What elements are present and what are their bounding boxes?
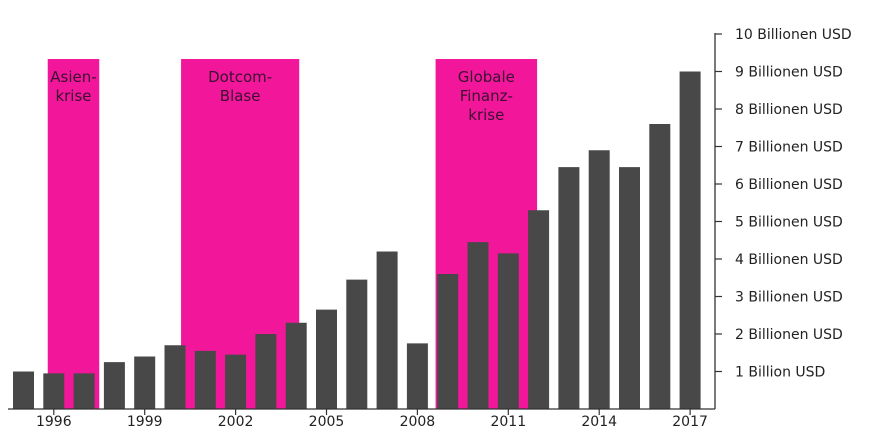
y-tick-label: 1 Billion USD (735, 365, 825, 381)
bar (194, 350, 216, 409)
crisis-label: krise (55, 87, 91, 105)
crisis-band (181, 59, 300, 409)
x-tick-label: 2017 (672, 414, 708, 430)
bar (13, 371, 34, 409)
bar (619, 167, 640, 409)
bar (558, 167, 580, 409)
x-tick-label: 2008 (400, 414, 436, 430)
bar (346, 279, 368, 409)
crisis-label: Blase (220, 87, 261, 105)
bars (13, 71, 701, 409)
x-tick-label: 2002 (218, 414, 254, 430)
bar (497, 253, 519, 409)
y-tick-label: 5 Billionen USD (735, 215, 843, 231)
bar (285, 322, 307, 409)
bar (103, 362, 125, 409)
x-tick-label: 2014 (581, 414, 617, 430)
x-tick-label: 2005 (309, 414, 345, 430)
crisis-label: Globale (458, 68, 515, 86)
bar (134, 356, 156, 409)
bar (679, 71, 701, 409)
crisis-label: Dotcom- (208, 68, 272, 86)
bar (255, 334, 277, 409)
crisis-label: Finanz- (460, 87, 513, 105)
bar (73, 373, 95, 409)
crisis-label: Asien- (50, 68, 96, 86)
y-tick-label: 10 Billionen USD (735, 27, 852, 43)
bar (406, 343, 428, 409)
crisis-highlights (47, 59, 538, 409)
y-tick-label: 3 Billionen USD (735, 290, 843, 306)
bar (437, 274, 459, 409)
bar (588, 150, 610, 409)
crisis-labels: Asien-krise Dotcom-Blase GlobaleFinanz-kri… (50, 68, 515, 124)
crisis-band (47, 59, 100, 409)
y-tick-label: 2 Billionen USD (735, 327, 843, 343)
bar (164, 345, 186, 409)
x-tick-label: 2011 (490, 414, 526, 430)
y-tick-label: 6 Billionen USD (735, 177, 843, 193)
bar (376, 251, 398, 409)
bar (649, 124, 671, 409)
bar (316, 309, 337, 409)
bar (467, 242, 489, 409)
y-tick-label: 4 Billionen USD (735, 252, 843, 268)
y-tick-label: 7 Billionen USD (735, 140, 843, 156)
crisis-label: krise (468, 106, 504, 124)
bar (43, 373, 65, 409)
x-tick-label: 1996 (36, 414, 72, 430)
x-tick-label: 1999 (127, 414, 163, 430)
axes: 1996 1999 2002 2005 2008 2011 2014 2017 1 Billio… (8, 27, 852, 430)
bar (528, 210, 550, 409)
y-tick-label: 9 Billionen USD (735, 65, 843, 81)
y-tick-label: 8 Billionen USD (735, 102, 843, 118)
bar (225, 354, 247, 409)
